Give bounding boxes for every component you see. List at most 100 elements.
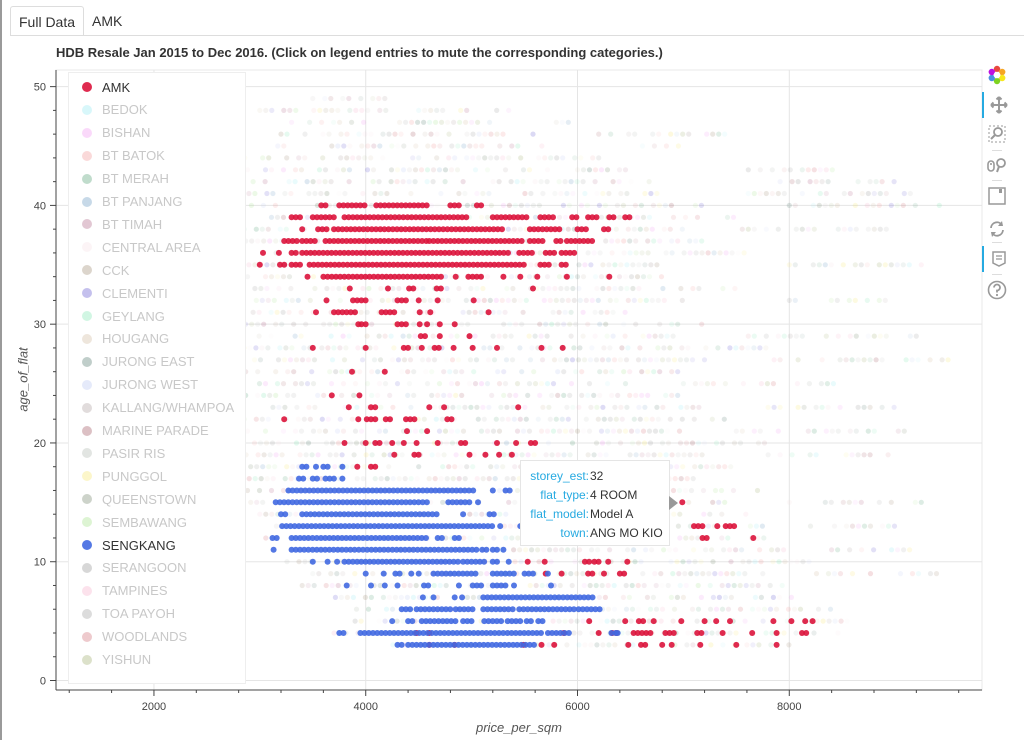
muted-point	[795, 179, 801, 185]
muted-point	[292, 381, 299, 387]
muted-point	[636, 404, 642, 410]
muted-point	[453, 392, 459, 398]
muted-point	[719, 535, 725, 541]
legend-item-bedok[interactable]: BEDOK	[69, 99, 148, 121]
hover-tool[interactable]	[982, 246, 1014, 272]
tab-full-data[interactable]: Full Data	[10, 6, 85, 36]
legend-item-sengkang[interactable]: SENGKANG	[69, 534, 176, 556]
legend-item-bt-batok[interactable]: BT BATOK	[69, 145, 165, 167]
legend-item-yishun[interactable]: YISHUN	[69, 649, 151, 671]
muted-point	[562, 428, 569, 434]
muted-point	[769, 547, 775, 553]
box-zoom-tool[interactable]	[982, 121, 1012, 147]
muted-point	[504, 476, 510, 482]
muted-point	[558, 190, 564, 197]
muted-point	[329, 107, 335, 113]
legend-item-jurong-west[interactable]: JURONG WEST	[69, 374, 198, 396]
data-point-amk	[299, 249, 306, 256]
data-point-sengkang	[422, 606, 428, 613]
legend-item-geylang[interactable]: GEYLANG	[69, 305, 165, 327]
data-point-sengkang	[452, 606, 459, 613]
legend-item-toa-payoh[interactable]: TOA PAYOH	[69, 603, 175, 625]
save-tool[interactable]	[982, 183, 1012, 209]
muted-point	[391, 345, 397, 351]
muted-point	[623, 582, 629, 589]
legend-item-kallang-whampoa[interactable]: KALLANG/WHAMPOA	[69, 397, 234, 419]
muted-point	[484, 381, 491, 387]
muted-point	[538, 333, 544, 339]
data-point-amk	[558, 570, 565, 577]
muted-point	[811, 226, 817, 232]
muted-point	[454, 333, 460, 339]
data-point-amk	[373, 202, 380, 209]
muted-point	[622, 309, 628, 315]
muted-point	[266, 155, 272, 161]
muted-point	[786, 642, 792, 648]
muted-point	[710, 499, 716, 505]
active-points	[256, 202, 816, 648]
reset-tool[interactable]	[982, 216, 1012, 242]
legend-item-cck[interactable]: CCK	[69, 259, 129, 281]
muted-point	[439, 119, 445, 125]
data-point-amk	[450, 214, 457, 221]
data-point-amk	[451, 202, 458, 209]
wheel-zoom-tool[interactable]	[982, 152, 1012, 178]
data-point-amk	[694, 630, 701, 636]
legend-item-tampines[interactable]: TAMPINES	[69, 580, 168, 602]
muted-point	[270, 262, 276, 268]
data-point-amk	[440, 226, 447, 233]
data-point-amk	[366, 249, 373, 256]
muted-point	[351, 392, 357, 398]
muted-point	[563, 357, 570, 363]
data-point-amk	[436, 226, 442, 233]
legend-item-serangoon[interactable]: SERANGOON	[69, 557, 187, 579]
muted-point	[544, 274, 551, 280]
data-point-sengkang	[483, 630, 490, 636]
muted-point	[894, 262, 900, 268]
legend-item-woodlands[interactable]: WOODLANDS	[69, 626, 187, 648]
legend-item-jurong-east[interactable]: JURONG EAST	[69, 351, 194, 373]
legend-label: AMK	[102, 79, 131, 95]
tab-amk[interactable]: AMK	[92, 13, 123, 29]
legend-item-queenstown[interactable]: QUEENSTOWN	[69, 488, 196, 510]
data-point-sengkang	[463, 523, 470, 530]
muted-point	[659, 606, 666, 612]
muted-point	[883, 226, 889, 232]
help-tool[interactable]	[982, 277, 1012, 303]
muted-point	[635, 606, 642, 612]
legend-item-bt-timah[interactable]: BT TIMAH	[69, 213, 162, 235]
muted-point	[811, 428, 817, 434]
legend-item-hougang[interactable]: HOUGANG	[69, 328, 169, 350]
data-point-sengkang	[287, 523, 294, 530]
muted-point	[635, 357, 642, 363]
data-point-amk	[352, 309, 358, 316]
legend-item-bt-panjang[interactable]: BT PANJANG	[69, 191, 182, 213]
muted-point	[464, 107, 470, 113]
data-point-sengkang	[411, 487, 418, 494]
muted-point	[616, 274, 623, 280]
muted-point	[475, 416, 481, 422]
muted-point	[507, 321, 513, 327]
legend-item-bishan[interactable]: BISHAN	[69, 122, 150, 144]
muted-point	[618, 262, 624, 268]
legend-item-bt-merah[interactable]: BT MERAH	[69, 168, 169, 190]
data-point-amk	[699, 523, 706, 530]
muted-point	[877, 226, 883, 232]
data-point-amk	[391, 273, 398, 280]
legend-item-central-area[interactable]: CENTRAL AREA	[69, 236, 201, 258]
legend-item-pasir-ris[interactable]: PASIR RIS	[69, 442, 165, 464]
muted-point	[303, 321, 309, 327]
data-point-sengkang	[423, 546, 429, 553]
data-point-sengkang	[379, 558, 386, 565]
legend-item-clementi[interactable]: CLEMENTI	[69, 282, 168, 304]
legend-item-sembawang[interactable]: SEMBAWANG	[69, 511, 187, 533]
muted-point	[873, 357, 879, 363]
muted-point	[692, 381, 699, 387]
data-point-sengkang	[517, 630, 523, 636]
pan-tool[interactable]	[982, 92, 1014, 118]
legend-item-amk[interactable]: AMK	[69, 76, 130, 98]
legend-item-punggol[interactable]: PUNGGOL	[69, 465, 167, 487]
muted-point	[412, 179, 418, 185]
legend-item-marine-parade[interactable]: MARINE PARADE	[69, 420, 209, 442]
bokeh-logo[interactable]	[982, 62, 1012, 88]
